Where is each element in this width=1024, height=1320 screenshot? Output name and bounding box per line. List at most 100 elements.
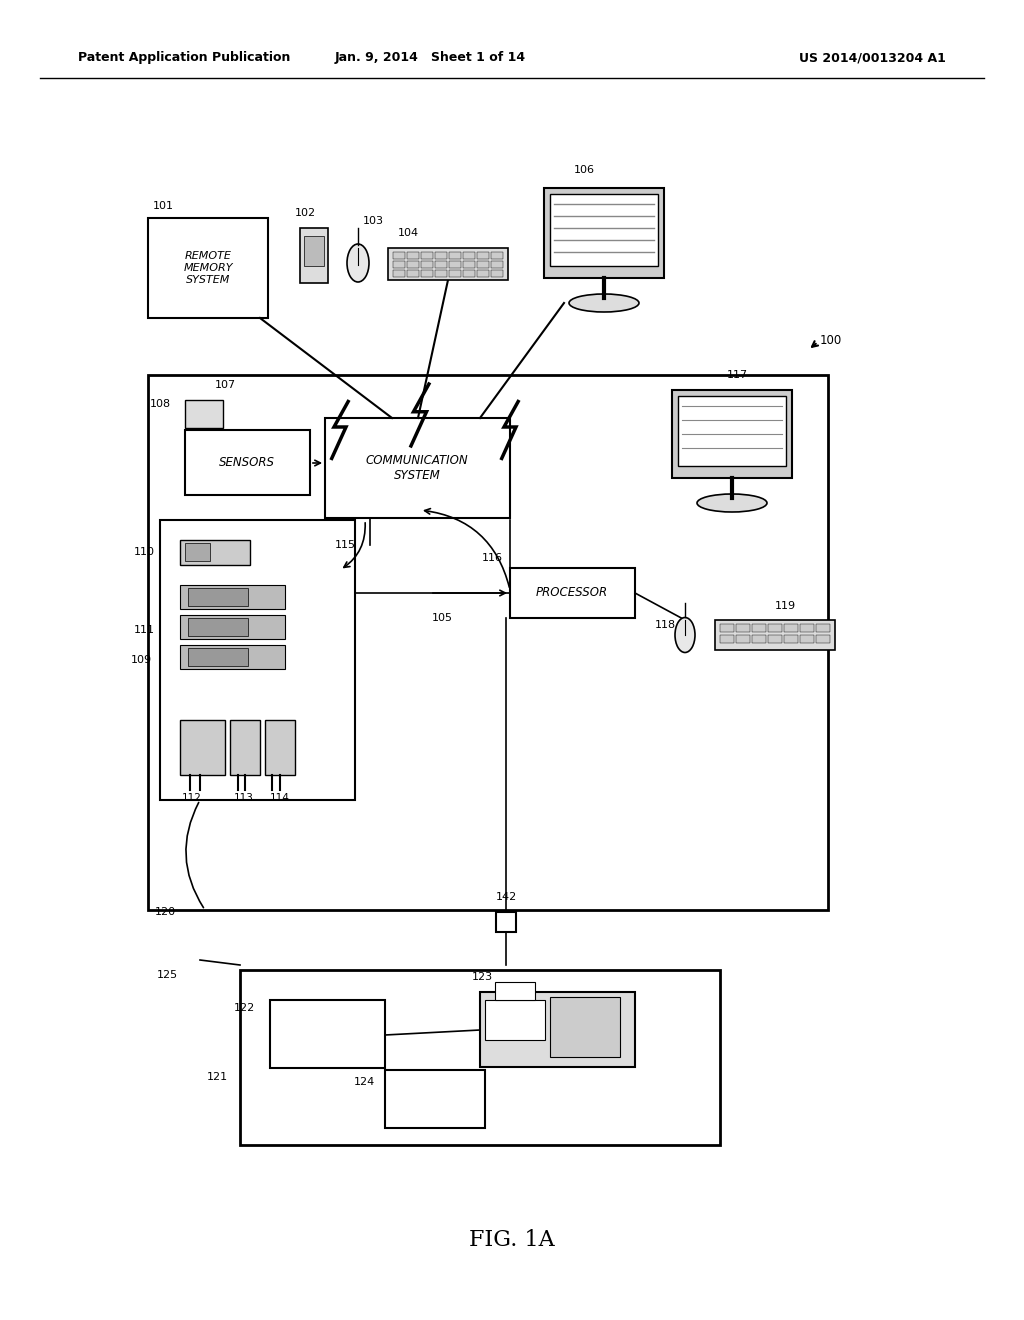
Bar	[160, 520, 355, 800]
Text: 116: 116	[482, 553, 503, 564]
Bar	[388, 248, 508, 280]
Bar	[550, 194, 658, 267]
Bar	[544, 187, 664, 279]
Ellipse shape	[697, 494, 767, 512]
Text: 106: 106	[574, 165, 595, 176]
Bar	[240, 970, 720, 1144]
Bar	[188, 618, 248, 636]
Bar	[393, 252, 406, 259]
Bar	[185, 543, 210, 561]
Bar	[752, 624, 766, 632]
Bar	[421, 252, 433, 259]
Text: REMOTE
MEMORY
SYSTEM: REMOTE MEMORY SYSTEM	[183, 251, 232, 285]
Bar	[407, 252, 419, 259]
Ellipse shape	[347, 244, 369, 282]
Bar	[720, 635, 734, 643]
Bar	[463, 261, 475, 268]
Bar	[188, 648, 248, 667]
Bar	[230, 719, 260, 775]
Bar	[180, 719, 225, 775]
Bar	[768, 624, 782, 632]
Bar	[421, 271, 433, 277]
Bar	[188, 587, 248, 606]
Text: 111: 111	[134, 624, 155, 635]
Bar	[816, 624, 830, 632]
Bar	[736, 624, 750, 632]
Ellipse shape	[675, 618, 695, 652]
Text: 109: 109	[131, 655, 152, 665]
Text: Jan. 9, 2014   Sheet 1 of 14: Jan. 9, 2014 Sheet 1 of 14	[335, 51, 525, 65]
Bar	[784, 635, 798, 643]
Text: 104: 104	[398, 228, 419, 238]
Text: 107: 107	[215, 380, 237, 389]
Bar	[752, 635, 766, 643]
Text: 114: 114	[270, 793, 290, 803]
Text: 100: 100	[820, 334, 843, 346]
Text: 118: 118	[655, 620, 676, 630]
Bar	[270, 1001, 385, 1068]
Text: 115: 115	[335, 540, 356, 550]
Bar	[180, 645, 285, 669]
Text: 112: 112	[182, 793, 202, 803]
Bar	[495, 982, 535, 1001]
Bar	[510, 568, 635, 618]
Bar	[550, 997, 620, 1057]
Text: 105: 105	[432, 612, 453, 623]
Bar	[463, 271, 475, 277]
Bar	[148, 375, 828, 909]
Bar	[185, 400, 223, 428]
Text: 103: 103	[362, 216, 384, 226]
Bar	[304, 236, 324, 267]
Bar	[435, 261, 447, 268]
Text: 125: 125	[157, 970, 178, 979]
Bar	[490, 252, 503, 259]
Text: 108: 108	[150, 399, 171, 409]
Bar	[435, 271, 447, 277]
Bar	[148, 218, 268, 318]
Bar	[407, 261, 419, 268]
Bar	[736, 635, 750, 643]
Text: Patent Application Publication: Patent Application Publication	[78, 51, 291, 65]
Bar	[185, 430, 310, 495]
Bar	[800, 635, 814, 643]
Bar	[496, 912, 516, 932]
Bar	[435, 252, 447, 259]
Bar	[490, 261, 503, 268]
Text: 123: 123	[472, 972, 494, 982]
Text: 119: 119	[775, 601, 796, 611]
Bar	[800, 624, 814, 632]
Text: 102: 102	[295, 209, 316, 218]
Text: PROCESSOR: PROCESSOR	[536, 586, 608, 599]
Bar	[449, 252, 461, 259]
Text: 117: 117	[727, 370, 749, 380]
Text: 110: 110	[134, 546, 155, 557]
Text: FIG. 1A: FIG. 1A	[469, 1229, 555, 1251]
Bar	[449, 271, 461, 277]
Bar	[477, 271, 489, 277]
Bar	[485, 1001, 545, 1040]
Bar	[463, 252, 475, 259]
Text: US 2014/0013204 A1: US 2014/0013204 A1	[799, 51, 946, 65]
Bar	[393, 271, 406, 277]
Bar	[300, 228, 328, 282]
Bar	[768, 635, 782, 643]
Bar	[477, 261, 489, 268]
Bar	[715, 620, 835, 649]
Text: 122: 122	[233, 1003, 255, 1012]
Text: 124: 124	[353, 1077, 375, 1086]
Text: 101: 101	[153, 201, 174, 211]
Bar	[180, 585, 285, 609]
Bar	[449, 261, 461, 268]
Text: 120: 120	[155, 907, 176, 917]
Bar	[325, 418, 510, 517]
Bar	[421, 261, 433, 268]
Bar	[407, 271, 419, 277]
Bar	[672, 389, 792, 478]
Bar	[180, 615, 285, 639]
Bar	[816, 635, 830, 643]
Bar	[393, 261, 406, 268]
Bar	[180, 540, 250, 565]
Ellipse shape	[569, 294, 639, 312]
Bar	[385, 1071, 485, 1129]
Text: 113: 113	[234, 793, 254, 803]
